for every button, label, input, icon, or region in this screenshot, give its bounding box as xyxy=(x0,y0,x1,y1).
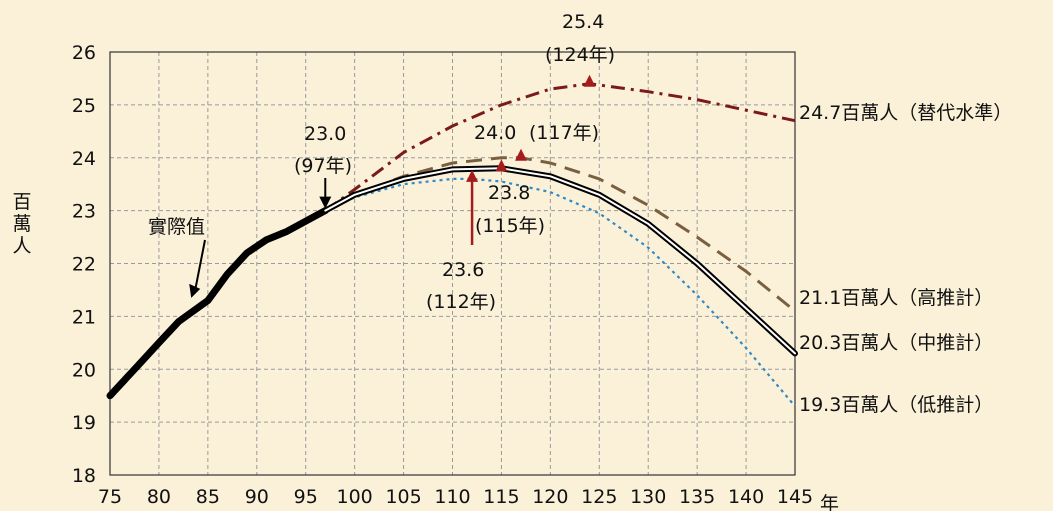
x-tick-label: 80 xyxy=(147,486,171,508)
x-tick-label: 85 xyxy=(196,486,220,508)
plot-frame xyxy=(109,51,796,476)
series-line-replacement xyxy=(324,82,796,212)
y-axis-label: 百萬人 xyxy=(12,191,31,257)
axes: 75 80 85 90 95 100 105 110 115 120 125 130 135 140 145… xyxy=(72,42,813,508)
end-label-replacement: 24.7百萬人（替代水準） xyxy=(799,102,1012,124)
end-label-medium: 20.3百萬人（中推計） xyxy=(799,332,993,354)
peak-markers xyxy=(466,74,596,245)
x-tick-label: 95 xyxy=(294,486,318,508)
x-tick-label: 90 xyxy=(245,486,269,508)
x-tick-label: 115 xyxy=(483,486,519,508)
x-tick-label: 75 xyxy=(98,486,122,508)
x-tick-label: 125 xyxy=(581,486,617,508)
series-line-actual xyxy=(106,207,329,400)
start-year-label: (97年) xyxy=(294,155,352,177)
peak-label-year-115: (115年) xyxy=(475,215,545,237)
y-tick-label: 20 xyxy=(72,359,96,381)
labels-group: 百萬人 年 25.4 (124年) 24.0 (117年) 23.8 (115年… xyxy=(12,11,1012,511)
y-tick-label: 22 xyxy=(72,254,96,276)
y-tick-label: 18 xyxy=(72,465,96,487)
end-label-low: 19.3百萬人（低推計） xyxy=(799,394,993,416)
end-label-high: 21.1百萬人（高推計） xyxy=(799,287,993,309)
y-tick-label: 23 xyxy=(72,201,96,223)
start-value-label: 23.0 xyxy=(304,123,346,145)
peak-marker-112 xyxy=(466,169,479,182)
peak-marker-115 xyxy=(495,159,508,172)
y-tick-label: 24 xyxy=(72,148,96,170)
series-group xyxy=(106,82,798,408)
x-tick-label: 135 xyxy=(679,486,715,508)
peak-label-value-117: 24.0 xyxy=(474,122,516,144)
x-tick-label: 110 xyxy=(434,486,470,508)
x-axis-unit: 年 xyxy=(820,493,839,511)
y-tick-label: 19 xyxy=(72,412,96,434)
peak-marker-117 xyxy=(515,148,527,161)
x-tick-label: 145 xyxy=(777,486,813,508)
arrow-start-head xyxy=(319,196,332,209)
peak-label-year-112: (112年) xyxy=(426,291,496,313)
peak-label-value-112: 23.6 xyxy=(442,259,484,281)
x-tick-label: 100 xyxy=(337,486,373,508)
peak-marker-124 xyxy=(583,74,596,87)
y-tick-label: 25 xyxy=(72,95,96,117)
y-tick-label: 26 xyxy=(72,42,96,64)
actual-value-label: 實際值 xyxy=(148,216,205,238)
series-line-medium xyxy=(322,165,798,357)
series-line-medium-inner xyxy=(324,167,796,355)
x-tick-label: 130 xyxy=(630,486,666,508)
peak-label-year-117: (117年) xyxy=(529,122,599,144)
arrow-actual-shaft xyxy=(194,239,206,291)
peak-label-value-124: 25.4 xyxy=(562,11,604,33)
peak-label-year-124: (124年) xyxy=(545,44,615,66)
annotation-arrows xyxy=(189,178,332,298)
x-tick-label: 120 xyxy=(532,486,568,508)
x-tick-label: 140 xyxy=(728,486,764,508)
peak-label-value-115: 23.8 xyxy=(488,182,530,204)
x-tick-label: 105 xyxy=(385,486,421,508)
arrow-actual-head xyxy=(189,283,201,298)
y-tick-label: 21 xyxy=(72,306,96,328)
